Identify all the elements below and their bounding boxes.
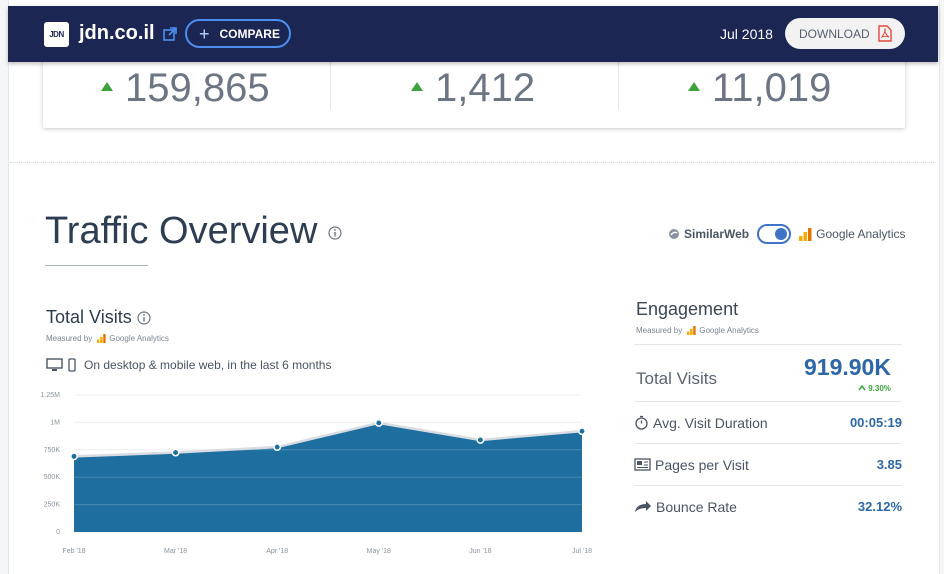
pdf-icon (877, 25, 892, 42)
measured-source: Google Analytics (109, 334, 169, 343)
total-visits-label: Total Visits (636, 369, 717, 388)
visits-line (73, 421, 583, 458)
divider (634, 344, 902, 345)
total-visits-change: 9.30% (858, 384, 891, 393)
compare-button[interactable]: + COMPARE (185, 19, 291, 48)
data-point[interactable] (70, 452, 78, 461)
google-analytics-logo-icon (799, 227, 812, 241)
stat-value: 1,412 (435, 65, 536, 110)
data-point[interactable] (578, 427, 586, 436)
engagement-row-bounce: Bounce Rate 32.12% (634, 485, 902, 527)
month-selector[interactable]: Jul 2018 (720, 26, 773, 42)
site-logo: JDN (44, 22, 69, 47)
engagement-row-pages: Pages per Visit 3.85 (634, 443, 902, 485)
y-tick-label: 1M (50, 419, 60, 426)
y-tick-label: 500K (44, 474, 61, 481)
stat-second: 1,412 (411, 66, 535, 110)
row-label: Bounce Rate (656, 498, 737, 515)
x-tick-label: Jul '18 (572, 548, 592, 555)
traffic-overview-title: Traffic Overview (45, 210, 342, 253)
y-tick-label: 250K (44, 502, 61, 509)
x-tick-label: Apr '18 (266, 548, 288, 555)
download-button[interactable]: DOWNLOAD (785, 18, 905, 49)
section-separator (10, 162, 936, 163)
mobile-icon (68, 358, 76, 372)
up-chevron-icon (858, 384, 866, 391)
switch-knob (775, 228, 788, 240)
measured-by-note: Measured by Google Analytics (46, 334, 169, 343)
measured-by-label: Measured by (636, 326, 683, 335)
total-visits-value: 919.90K (804, 354, 891, 380)
bounce-arrow-icon (634, 500, 652, 513)
data-point[interactable] (374, 418, 383, 427)
similarweb-logo-icon (669, 229, 679, 239)
engagement-row-duration: Avg. Visit Duration 00:05:19 (634, 401, 902, 443)
measured-by-note: Measured by Google Analytics (636, 326, 759, 335)
source-switch[interactable] (757, 224, 792, 244)
traffic-overview-title-text: Traffic Overview (45, 210, 318, 252)
total-visits-chart: 0 250K 500K 750K 1M 1.25M Feb '18 Mar '18 Apr '1… (41, 392, 593, 555)
total-visits-title: Total Visits (46, 307, 151, 328)
compare-label: COMPARE (219, 26, 280, 41)
external-link-icon[interactable] (162, 26, 178, 42)
desktop-icon (46, 358, 63, 371)
row-value: 00:05:19 (849, 415, 902, 430)
row-label: Avg. Visit Duration (653, 414, 768, 431)
google-analytics-logo-icon (97, 334, 106, 343)
download-label: DOWNLOAD (799, 26, 870, 41)
divider (618, 60, 619, 110)
change-value: 9.30% (868, 384, 891, 393)
logo-text: JDN (49, 30, 64, 39)
total-visits-title-text: Total Visits (46, 307, 132, 327)
x-tick-label: Mar '18 (164, 548, 187, 555)
stat-value: 11,019 (712, 65, 832, 110)
divider (330, 60, 331, 110)
x-tick-label: Feb '18 (62, 548, 85, 555)
up-arrow-icon (411, 81, 423, 91)
info-icon[interactable] (328, 226, 342, 240)
up-arrow-icon (101, 81, 113, 91)
data-source-toggle: SimilarWeb Google Analytics (668, 222, 906, 246)
measured-source: Google Analytics (699, 326, 759, 335)
stat-value: 159,865 (125, 65, 270, 110)
data-point[interactable] (476, 435, 485, 444)
visits-area (74, 422, 582, 532)
stat-visits: 159,865 (101, 66, 270, 110)
x-tick-label: May '18 (367, 548, 391, 555)
data-point[interactable] (171, 448, 180, 457)
measured-by-label: Measured by (46, 334, 93, 343)
stats-card: 159,865 1,412 11,019 (43, 52, 905, 128)
plus-icon: + (199, 23, 210, 44)
similarweb-label[interactable]: SimilarWeb (684, 227, 750, 241)
title-underline (45, 265, 148, 266)
row-value: 3.85 (876, 457, 902, 472)
stopwatch-icon (634, 415, 649, 430)
row-value: 32.12% (857, 499, 902, 514)
google-analytics-label[interactable]: Google Analytics (816, 227, 906, 241)
x-tick-label: Jun '18 (469, 548, 491, 555)
top-bar: JDN jdn.co.il + COMPARE Jul 2018 DOWNLOA… (8, 6, 938, 62)
site-name[interactable]: jdn.co.il (79, 22, 155, 44)
stat-third: 11,019 (688, 66, 831, 110)
info-icon[interactable] (137, 311, 151, 325)
google-analytics-logo-icon (687, 326, 696, 335)
y-tick-label: 750K (44, 447, 61, 454)
y-tick-label: 0 (56, 529, 60, 536)
engagement-title: Engagement (636, 299, 739, 319)
row-label: Pages per Visit (655, 456, 749, 473)
pages-icon (634, 458, 651, 471)
data-point[interactable] (273, 443, 282, 452)
device-note: On desktop & mobile web, in the last 6 m… (46, 358, 331, 372)
up-arrow-icon (688, 81, 700, 91)
device-note-text: On desktop & mobile web, in the last 6 m… (84, 358, 332, 372)
y-tick-label: 1.25M (41, 392, 61, 399)
